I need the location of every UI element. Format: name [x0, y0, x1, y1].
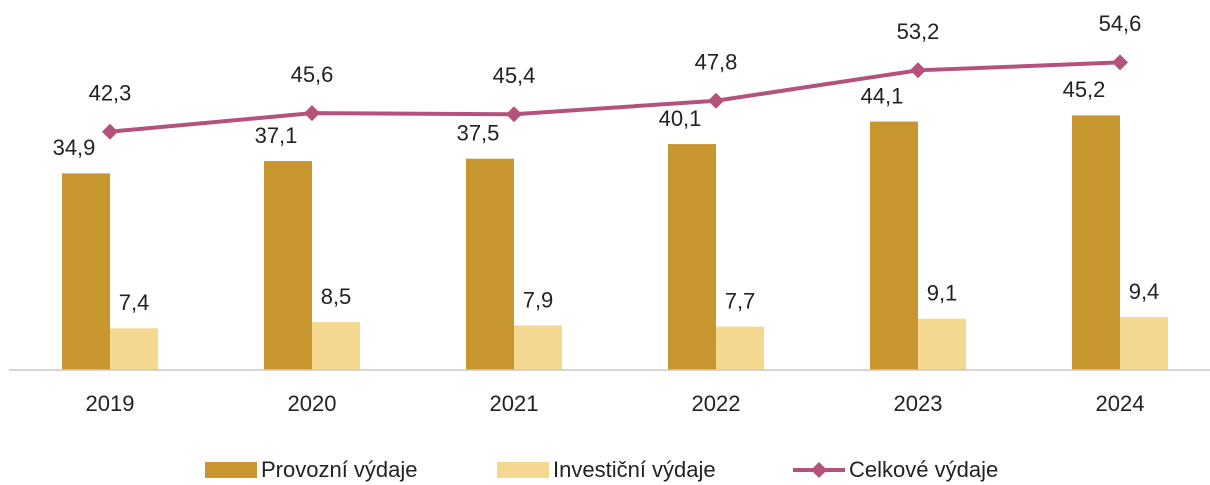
- bar: [870, 121, 918, 370]
- data-label: 40,1: [659, 106, 702, 131]
- data-label: 9,1: [927, 281, 958, 306]
- data-label: 42,3: [89, 81, 132, 106]
- data-label: 9,4: [1129, 279, 1160, 304]
- x-tick-label: 2023: [894, 391, 943, 416]
- x-tick-label: 2024: [1096, 391, 1145, 416]
- x-tick-label: 2022: [692, 391, 741, 416]
- bar: [1120, 317, 1168, 370]
- data-label: 53,2: [897, 19, 940, 44]
- legend-label: Investiční výdaje: [553, 457, 716, 482]
- data-label: 7,4: [119, 290, 150, 315]
- data-label: 45,6: [291, 62, 334, 87]
- marker: [708, 92, 724, 109]
- bar: [110, 328, 158, 370]
- data-label: 47,8: [695, 50, 738, 75]
- legend-swatch: [811, 462, 827, 478]
- x-tick-label: 2020: [288, 391, 337, 416]
- bar: [918, 318, 966, 370]
- bar: [514, 325, 562, 370]
- legend-swatch: [205, 462, 257, 478]
- bar: [1072, 115, 1120, 370]
- bar: [62, 173, 110, 370]
- legend-swatch: [497, 462, 549, 478]
- data-label: 45,4: [493, 63, 536, 88]
- data-label: 54,6: [1099, 11, 1142, 36]
- x-tick-label: 2019: [86, 391, 135, 416]
- data-label: 7,9: [523, 287, 554, 312]
- bar: [312, 322, 360, 370]
- data-label: 37,1: [255, 123, 298, 148]
- marker: [506, 106, 522, 123]
- data-label: 37,5: [457, 121, 500, 146]
- bar: [668, 144, 716, 370]
- data-label: 7,7: [725, 288, 756, 313]
- marker: [910, 62, 926, 79]
- x-tick-label: 2021: [490, 391, 539, 416]
- data-label: 34,9: [53, 135, 96, 160]
- bar: [716, 326, 764, 370]
- legend-label: Provozní výdaje: [261, 457, 418, 482]
- data-label: 44,1: [861, 83, 904, 108]
- data-label: 8,5: [321, 284, 352, 309]
- marker: [102, 123, 118, 140]
- data-label: 45,2: [1063, 77, 1106, 102]
- marker: [1112, 54, 1128, 71]
- marker: [304, 105, 320, 122]
- bar: [466, 158, 514, 370]
- line: [109, 60, 1121, 134]
- legend-label: Celkové výdaje: [849, 457, 998, 482]
- bar: [264, 161, 312, 370]
